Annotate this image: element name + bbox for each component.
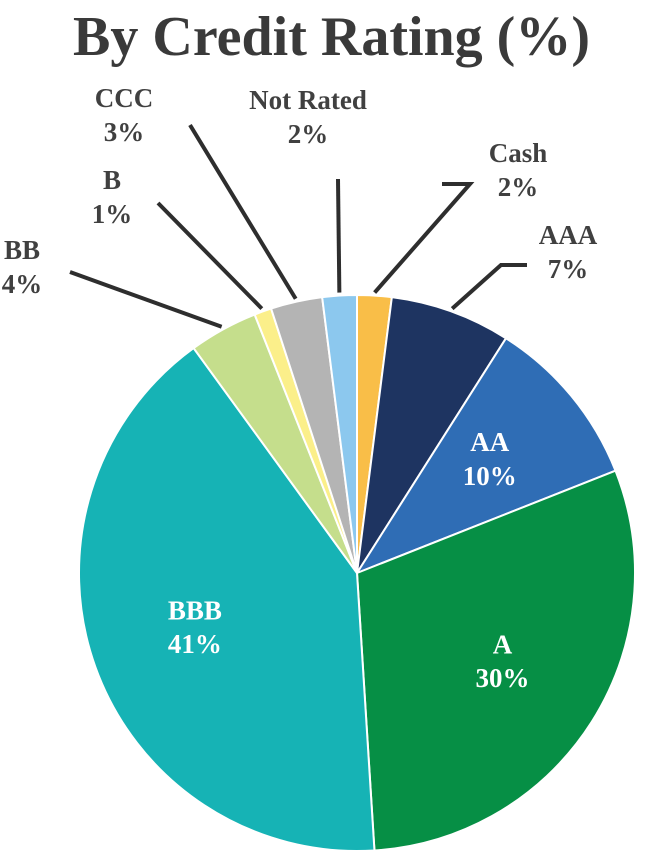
data-label-aa: AA 10%	[463, 427, 517, 491]
data-label-percent: 7%	[548, 254, 589, 284]
data-label-percent: 2%	[498, 172, 539, 202]
leader-line-b	[156, 201, 264, 311]
leader-line-ccc	[188, 123, 298, 300]
data-label-percent: 30%	[476, 663, 530, 693]
data-label-a: A 30%	[476, 629, 530, 693]
data-label-percent: 10%	[463, 461, 517, 491]
slice-aa	[354, 336, 617, 576]
data-label-category: AAA	[539, 220, 598, 250]
data-label-bb: BB 4%	[2, 235, 43, 299]
slice-bbb	[78, 346, 376, 852]
data-label-aaa: AAA 7%	[539, 220, 598, 284]
data-label-ccc: CCC 3%	[95, 83, 154, 147]
slice-aaa	[356, 296, 508, 574]
data-label-not-rated: Not Rated 2%	[249, 85, 367, 149]
data-label-category: CCC	[95, 83, 154, 113]
data-label-category: A	[493, 629, 513, 659]
data-label-percent: 41%	[168, 629, 222, 659]
leader-line-not-rated	[336, 178, 342, 293]
leader-line-aaa	[450, 263, 527, 311]
data-label-cash: Cash 2%	[489, 138, 548, 202]
chart-title: By Credit Rating (%)	[73, 6, 590, 68]
data-label-percent: 4%	[2, 269, 43, 299]
data-label-bbb: BBB 41%	[168, 595, 222, 659]
data-label-b: B 1%	[92, 165, 133, 229]
data-label-category: B	[103, 165, 121, 195]
leader-line-bb	[69, 270, 223, 329]
data-label-percent: 1%	[92, 199, 133, 229]
data-label-category: Cash	[489, 138, 548, 168]
slice-not-rated	[321, 293, 358, 574]
data-label-category: BBB	[168, 595, 222, 625]
slice-a	[355, 469, 636, 852]
data-label-percent: 3%	[104, 117, 145, 147]
data-label-category: Not Rated	[249, 85, 367, 115]
data-label-category: BB	[4, 235, 40, 265]
data-label-percent: 2%	[288, 119, 329, 149]
leader-line-cash	[373, 182, 475, 294]
data-label-category: AA	[470, 427, 509, 457]
